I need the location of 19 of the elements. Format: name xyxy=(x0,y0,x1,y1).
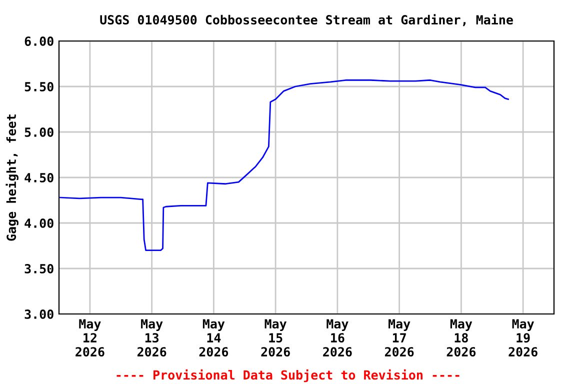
x-tick-label: May 18 2026 xyxy=(446,319,476,357)
y-axis-title: Gage height, feet xyxy=(6,114,18,241)
x-tick-label: May 14 2026 xyxy=(199,319,228,357)
x-tick-label: May 16 2026 xyxy=(323,319,352,357)
y-tick-label: 3.50 xyxy=(24,264,54,274)
chart-title: USGS 01049500 Cobbosseecontee Stream at Gardiner, Maine xyxy=(100,14,513,26)
y-tick-label: 4.00 xyxy=(24,218,54,228)
x-tick-label: May 13 2026 xyxy=(137,319,166,357)
x-tick-label: May 15 2026 xyxy=(261,319,290,357)
y-tick-label: 5.50 xyxy=(24,82,54,92)
x-tick-label: May 12 2026 xyxy=(76,319,104,357)
y-tick-label: 5.00 xyxy=(24,127,54,137)
x-tick-label: May 19 2026 xyxy=(508,319,538,357)
text: ---- Provisional Data Subject to Revision ---- xyxy=(116,369,460,382)
y-tick-label: 3.00 xyxy=(24,309,54,319)
x-tick-label: May 17 2026 xyxy=(384,319,414,357)
line-series xyxy=(60,79,509,251)
y-tick-label: 4.50 xyxy=(24,172,54,182)
y-tick-label: 6.00 xyxy=(24,36,54,46)
